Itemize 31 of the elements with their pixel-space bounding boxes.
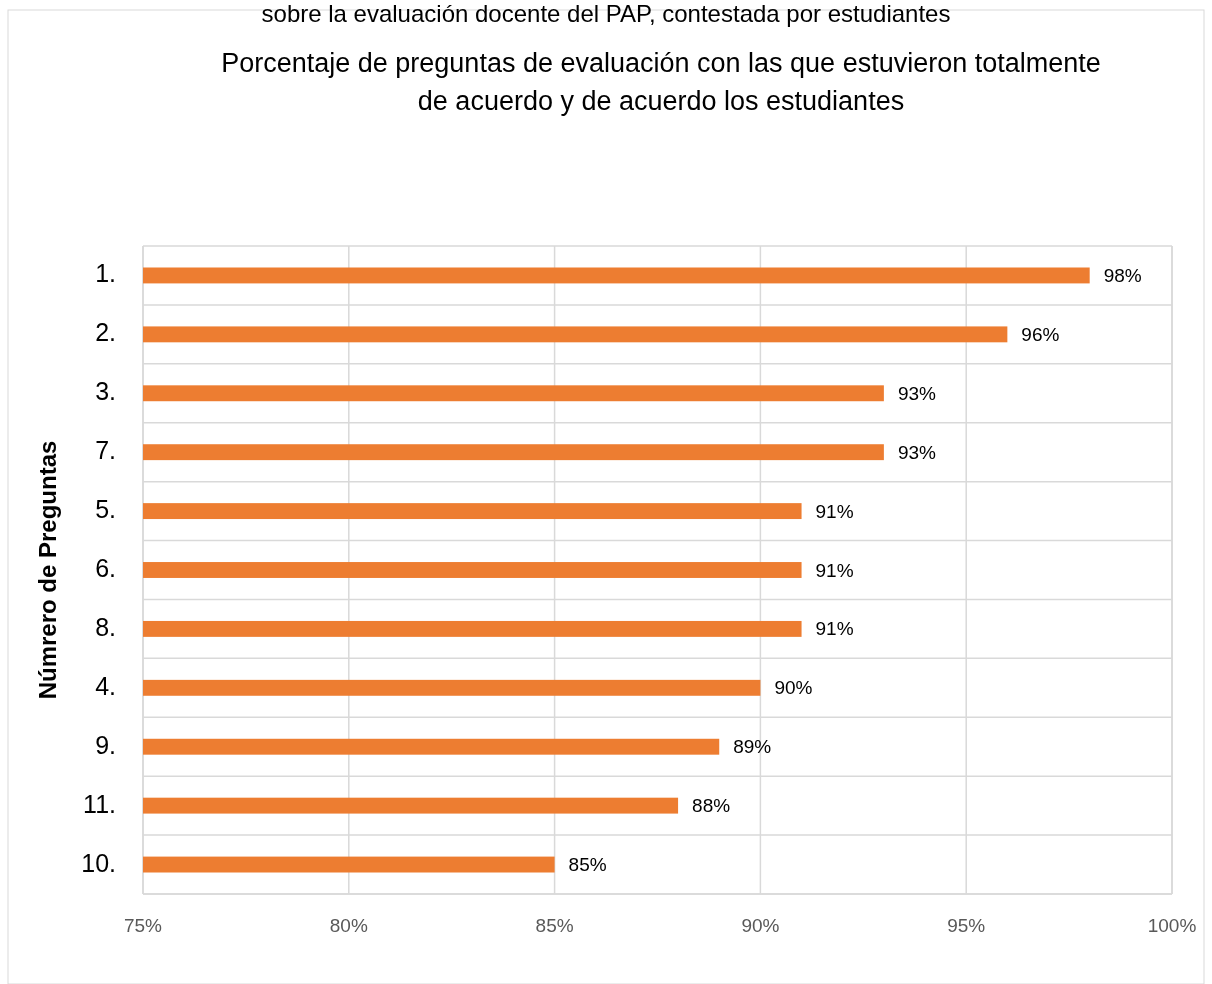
data-label: 85% [568, 854, 607, 876]
data-label: 93% [897, 441, 937, 463]
x-tick-label: 100% [1147, 915, 1197, 936]
y-tick-label: 6. [95, 554, 116, 582]
data-label: 93% [897, 382, 937, 404]
text: sobre la evaluación docente del PAP, contestada por estudiantes [261, 0, 951, 27]
y-tick-label: 10. [81, 848, 116, 877]
x-tick-label: 95% [947, 915, 986, 936]
x-tick-label: 90% [741, 915, 780, 936]
y-tick-label: 4. [95, 671, 116, 700]
chart-title: Porcentaje de preguntas de evaluación con las que estuvieron totalmente de acuerdo y de acuerdo los estudiantes [221, 48, 1101, 116]
x-tick-label: 75% [123, 915, 163, 936]
data-label: 89% [733, 736, 772, 758]
data-label: 96% [1021, 323, 1060, 345]
y-tick-label: 5. [95, 495, 116, 524]
y-tick-label: 7. [95, 436, 116, 465]
data-label: 88% [692, 795, 731, 817]
x-tick-label: 80% [329, 915, 368, 936]
y-tick-label: 3. [95, 377, 116, 406]
y-tick-label: 1. [95, 259, 116, 288]
y-tick-label: 9. [95, 730, 116, 759]
y-axis-title: Númrero de Preguntas [34, 440, 61, 700]
y-tick-label: 2. [95, 318, 116, 347]
y-tick-label: 11. [83, 789, 116, 818]
data-label: 91% [815, 559, 854, 581]
x-tick-label: 85% [535, 915, 574, 936]
data-label: 91% [815, 618, 854, 640]
data-label: 90% [774, 677, 813, 699]
data-label: 98% [1103, 264, 1142, 286]
y-tick-label: 8. [95, 612, 116, 641]
data-label: 91% [815, 500, 854, 522]
